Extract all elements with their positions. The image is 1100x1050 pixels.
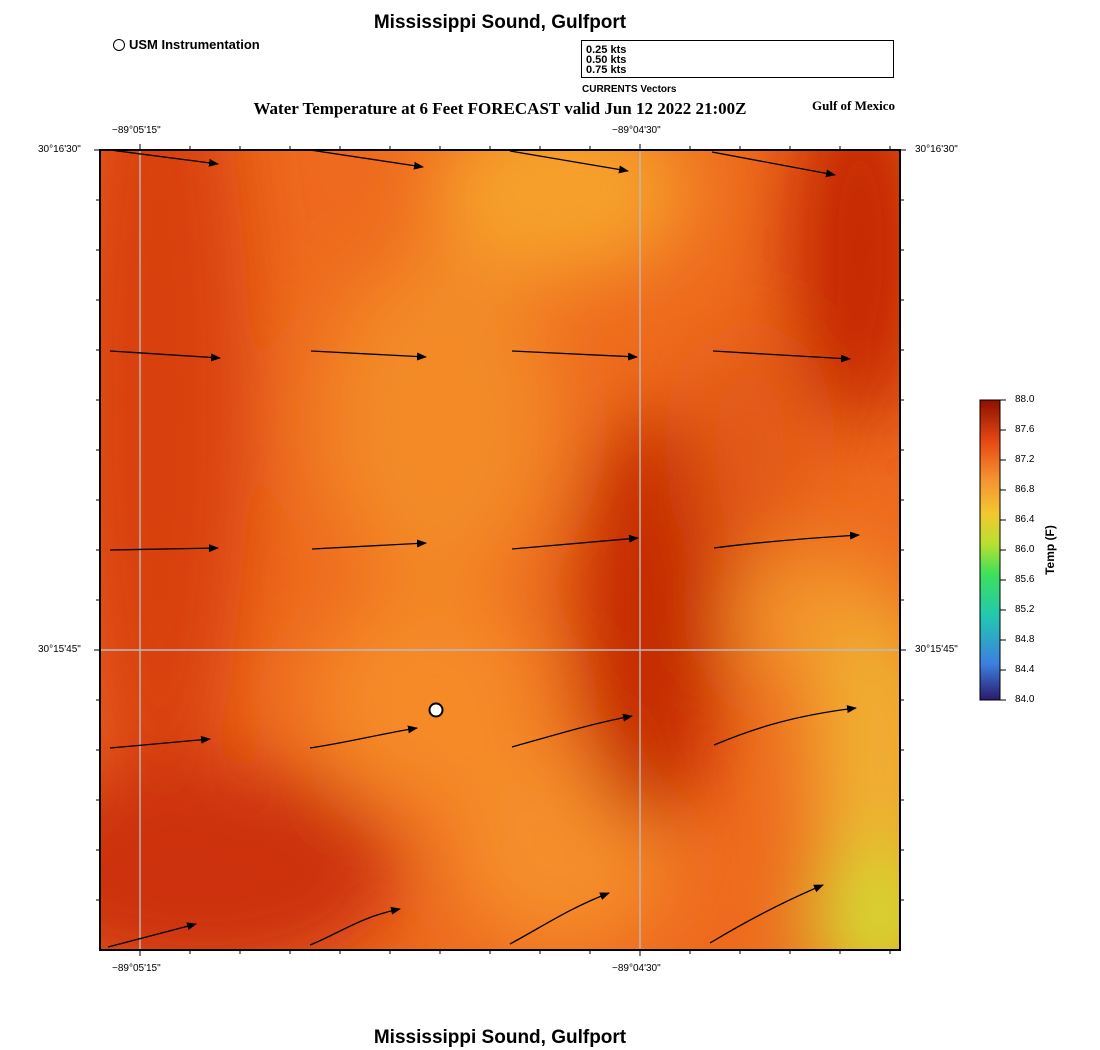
lon-label-top: −89°05'15" <box>112 125 161 136</box>
current-vector <box>310 350 427 361</box>
vector-legend-caption: CURRENTS Vectors <box>582 84 677 95</box>
usm-marker-icon <box>113 38 125 51</box>
vector-legend-box: 0.25 kts 0.50 kts 0.75 kts <box>581 40 894 78</box>
colorbar-tick-label: 86.8 <box>1015 484 1035 495</box>
current-vector <box>309 906 401 946</box>
usm-station-marker[interactable] <box>428 702 444 718</box>
current-vector <box>713 705 857 746</box>
colorbar-tick-label: 87.6 <box>1015 424 1035 435</box>
lon-label-bottom: −89°04'30" <box>612 963 661 974</box>
colorbar-tick-label: 88.0 <box>1015 394 1035 405</box>
colorbar-tick-label: 84.8 <box>1015 634 1035 645</box>
current-vector <box>712 350 851 363</box>
temperature-field <box>100 150 900 950</box>
lon-label-bottom: −89°05'15" <box>112 963 161 974</box>
current-vector <box>509 892 610 945</box>
current-vectors <box>107 149 860 948</box>
current-vector <box>311 539 427 550</box>
colorbar-title: Temp (F) <box>1043 525 1057 575</box>
current-vector <box>309 725 418 749</box>
current-vector <box>109 544 219 553</box>
vector-legend-row: 0.50 kts <box>586 54 627 66</box>
vector-legend-row: 0.75 kts <box>586 64 627 76</box>
colorbar-tick-label: 85.2 <box>1015 604 1035 615</box>
current-vector <box>711 151 836 178</box>
colorbar-ticks <box>1000 399 1006 701</box>
current-vector <box>109 350 221 362</box>
current-vector <box>511 713 633 748</box>
colorbar-tick-label: 87.2 <box>1015 454 1035 465</box>
usm-legend: USM Instrumentation <box>113 37 260 52</box>
current-vector <box>713 531 860 549</box>
colorbar-tick-label: 85.6 <box>1015 574 1035 585</box>
current-vector <box>309 149 424 170</box>
lon-label-top: −89°04'30" <box>612 125 661 136</box>
current-vector <box>109 735 211 749</box>
lat-label-left: 30°15'45" <box>38 644 81 655</box>
colorbar-tick-label: 86.4 <box>1015 514 1035 525</box>
colorbar-tick-label: 84.0 <box>1015 694 1035 705</box>
map-footer-title: Mississippi Sound, Gulfport <box>373 1027 627 1048</box>
current-vector <box>511 534 639 550</box>
map-subtitle: Water Temperature at 6 Feet FORECAST val… <box>253 99 747 118</box>
vector-legend-row: 0.25 kts <box>586 44 627 56</box>
region-label: Gulf of Mexico <box>812 98 896 113</box>
colorbar-tick-label: 86.0 <box>1015 544 1035 555</box>
frame-ticks <box>94 144 906 956</box>
colorbar <box>979 399 1001 701</box>
lat-label-right: 30°16'30" <box>915 144 958 155</box>
current-vector <box>511 350 638 361</box>
map-title: Mississippi Sound, Gulfport <box>373 12 627 33</box>
usm-legend-label: USM Instrumentation <box>129 37 260 52</box>
lat-label-left: 30°16'30" <box>38 144 81 155</box>
current-vector <box>509 150 629 174</box>
current-vector <box>109 149 219 167</box>
current-vector <box>107 922 197 948</box>
current-vector <box>709 884 824 944</box>
lat-label-right: 30°15'45" <box>915 644 958 655</box>
colorbar-tick-label: 84.4 <box>1015 664 1035 675</box>
